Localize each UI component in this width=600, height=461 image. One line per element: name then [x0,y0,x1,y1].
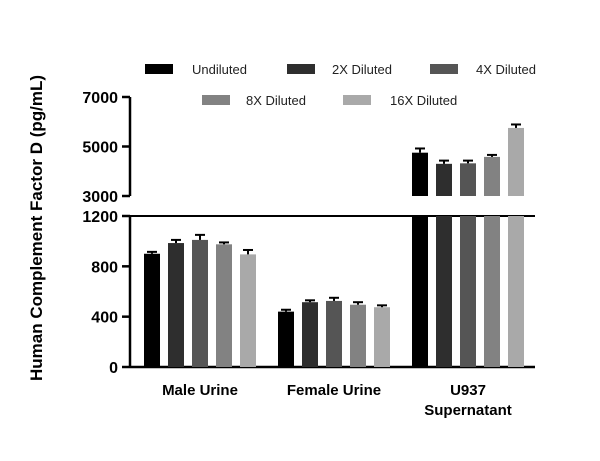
y-lower-tick-label-1200: 1200 [82,209,118,226]
legend-label-2x-diluted: 2X Diluted [332,62,392,77]
bar-male-urine-4x-diluted [192,239,208,367]
bar-upper-u937-supernatant-8x-diluted [484,156,500,196]
bar-u937-supernatant-16x-diluted [508,216,524,367]
bars [144,127,524,367]
x-axis-labels: Male Urine Female Urine U937 Supernatant [162,382,512,419]
bar-upper-u937-supernatant-16x-diluted [508,127,524,196]
bar-female-urine-2x-diluted [302,302,318,367]
category-label-female-urine: Female Urine [287,382,381,399]
bar-male-urine-8x-diluted [216,244,232,367]
bar-male-urine-16x-diluted [240,254,256,367]
bar-upper-u937-supernatant-2x-diluted [436,163,452,196]
bar-u937-supernatant-undiluted [412,216,428,367]
legend-label-8x-diluted: 8X Diluted [246,93,306,108]
y-lower-tick-label-800: 800 [91,259,118,276]
bar-female-urine-16x-diluted [374,307,390,367]
y-upper-tick-label-5000: 5000 [82,140,118,157]
bar-female-urine-4x-diluted [326,300,342,367]
legend-swatch-undiluted [145,64,173,74]
bar-female-urine-8x-diluted [350,304,366,367]
legend-swatch-4x-diluted [430,64,458,74]
category-label-u937-supernatant-line-2: Supernatant [424,402,512,419]
bar-u937-supernatant-8x-diluted [484,216,500,367]
legend-swatch-8x-diluted [202,95,230,105]
category-label-u937-supernatant-line-1: U937 [450,382,486,399]
y-axis-title: Human Complement Factor D (pg/mL) [27,75,46,381]
legend: Undiluted 2X Diluted 4X Diluted 8X Diluted 1… [145,62,536,108]
bar-upper-u937-supernatant-4x-diluted [460,163,476,196]
legend-swatch-2x-diluted [287,64,315,74]
bar-u937-supernatant-4x-diluted [460,216,476,367]
bar-female-urine-undiluted [278,311,294,367]
legend-swatch-16x-diluted [343,95,371,105]
legend-label-4x-diluted: 4X Diluted [476,62,536,77]
category-label-male-urine: Male Urine [162,382,238,399]
y-lower-tick-label-400: 400 [91,310,118,327]
error-bars [147,123,521,312]
bar-upper-u937-supernatant-undiluted [412,152,428,196]
legend-label-undiluted: Undiluted [192,62,247,77]
y-upper-tick-label-3000: 3000 [82,189,118,206]
bar-male-urine-2x-diluted [168,243,184,367]
bar-male-urine-undiluted [144,253,160,367]
bar-u937-supernatant-2x-diluted [436,216,452,367]
y-lower-tick-label-0: 0 [109,360,118,377]
y-upper-tick-label-7000: 7000 [82,90,118,107]
legend-label-16x-diluted: 16X Diluted [390,93,457,108]
